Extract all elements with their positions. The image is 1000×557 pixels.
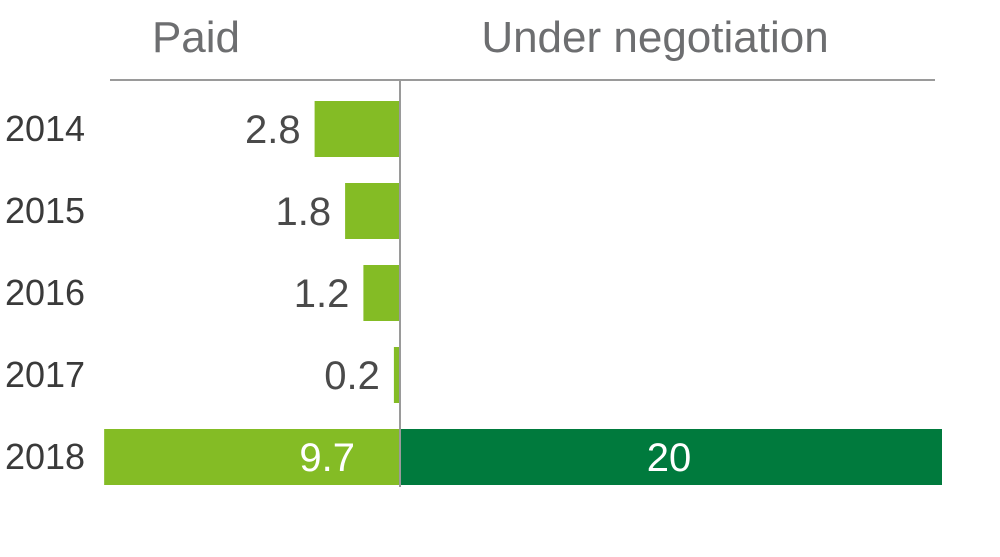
bar-paid-2015 [345, 183, 400, 239]
value-label-paid-2016: 1.2 [294, 272, 350, 316]
labels-layer: 2014 2.8 2015 1.8 2016 1.2 2017 0.2 2018 9.7 20 [5, 108, 691, 480]
series-header-paid: Paid [152, 13, 240, 62]
value-label-paid-2018: 9.7 [299, 436, 355, 480]
value-label-paid-2015: 1.8 [275, 190, 331, 234]
bars-layer [104, 101, 942, 485]
bar-paid-2016 [363, 265, 400, 321]
year-label-2017: 2017 [5, 354, 85, 395]
bar-paid-2017 [393, 347, 400, 403]
value-label-under-negotiation-2018: 20 [647, 436, 692, 480]
bar-paid-2014 [314, 101, 400, 157]
bar-paid-2018 [104, 429, 401, 485]
bar-under-negotiation-2018 [400, 429, 942, 485]
value-label-paid-2017: 0.2 [324, 354, 380, 398]
series-header-under-negotiation: Under negotiation [481, 13, 828, 62]
year-label-2018: 2018 [5, 436, 85, 477]
year-label-2016: 2016 [5, 272, 85, 313]
year-label-2014: 2014 [5, 108, 85, 149]
year-label-2015: 2015 [5, 190, 85, 231]
value-label-paid-2014: 2.8 [245, 108, 301, 152]
